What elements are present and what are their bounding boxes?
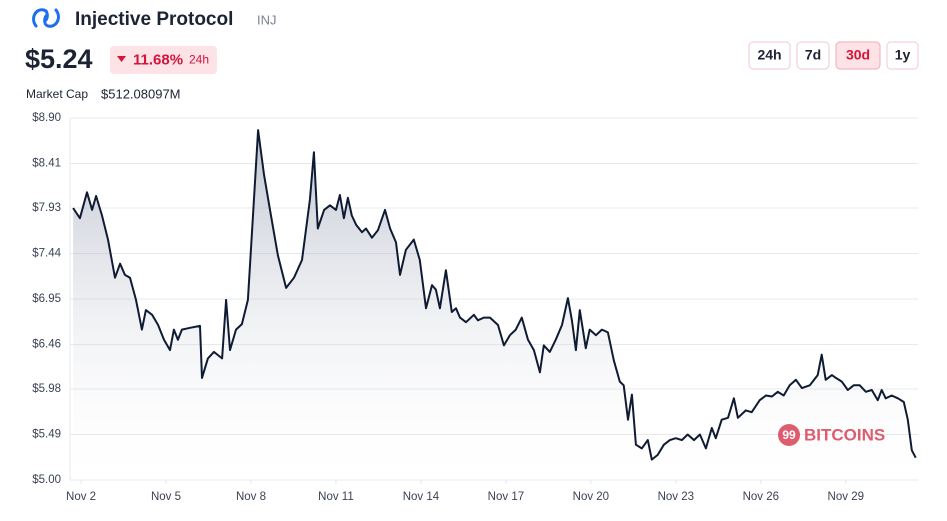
plot: $5.00 $5.49 $5.98 $6.46 $6.95 $7.44 $7.93 $8.41… — [32, 112, 918, 503]
watermark: 99 BITCOINS — [778, 424, 885, 446]
x-tick-label: Nov 29 — [828, 491, 864, 503]
range-button-bg[interactable] — [748, 41, 791, 70]
y-tick-label: $8.90 — [32, 112, 61, 124]
x-tick-label: Nov 23 — [658, 491, 694, 503]
change-period: 24h — [189, 53, 209, 67]
price-line — [72, 129, 917, 461]
market-cap-label: Market Cap — [26, 87, 88, 101]
y-tick-label: $5.00 — [32, 474, 61, 486]
y-tick-label: $8.41 — [32, 158, 61, 170]
down-arrow — [117, 56, 126, 62]
x-tick-label: Nov 20 — [573, 491, 609, 503]
logo — [32, 8, 60, 28]
price: $5.24 — [25, 44, 93, 74]
y-tick-label: $6.95 — [32, 293, 61, 305]
range-button[interactable]: 7d — [796, 41, 830, 70]
watermark-badge-bg — [778, 424, 800, 446]
y-tick-label: $6.46 — [32, 339, 61, 351]
range-buttons: 24h 7d 30d 1y — [748, 41, 919, 70]
range-button-bg[interactable] — [886, 41, 919, 70]
symbol: INJ — [257, 12, 277, 27]
change: 11.68% — [133, 51, 183, 68]
title: Injective Protocol — [75, 9, 233, 30]
range-button-label[interactable]: 30d — [846, 47, 870, 63]
x-tick-label: Nov 17 — [488, 491, 524, 503]
watermark-badge: 99 — [782, 428, 796, 442]
watermark-text: BITCOINS — [804, 425, 885, 444]
range-button-label[interactable]: 7d — [805, 47, 821, 63]
range-button-bg[interactable] — [835, 41, 881, 70]
range-button[interactable]: 1y — [886, 41, 919, 70]
y-tick-label: $7.44 — [32, 248, 61, 260]
range-button[interactable]: 30d — [835, 41, 881, 70]
range-button[interactable]: 24h — [748, 41, 791, 70]
x-tick-label: Nov 26 — [743, 491, 779, 503]
y-tick-label: $5.98 — [32, 383, 61, 395]
range-button-label[interactable]: 1y — [895, 47, 911, 63]
change-badge — [110, 46, 217, 74]
area — [73, 130, 916, 480]
y-tick-label: $5.49 — [32, 429, 61, 441]
range-button-label[interactable]: 24h — [757, 47, 781, 63]
x-tick-label: Nov 5 — [151, 491, 181, 503]
x-tick-label: Nov 11 — [318, 491, 354, 503]
x-tick-label: Nov 14 — [403, 491, 440, 503]
x-tick-label: Nov 8 — [236, 491, 266, 503]
range-button-bg[interactable] — [796, 41, 830, 70]
x-tick-label: Nov 2 — [66, 491, 96, 503]
y-tick-label: $7.93 — [32, 202, 61, 214]
market-cap: $512.08097M — [101, 86, 181, 101]
